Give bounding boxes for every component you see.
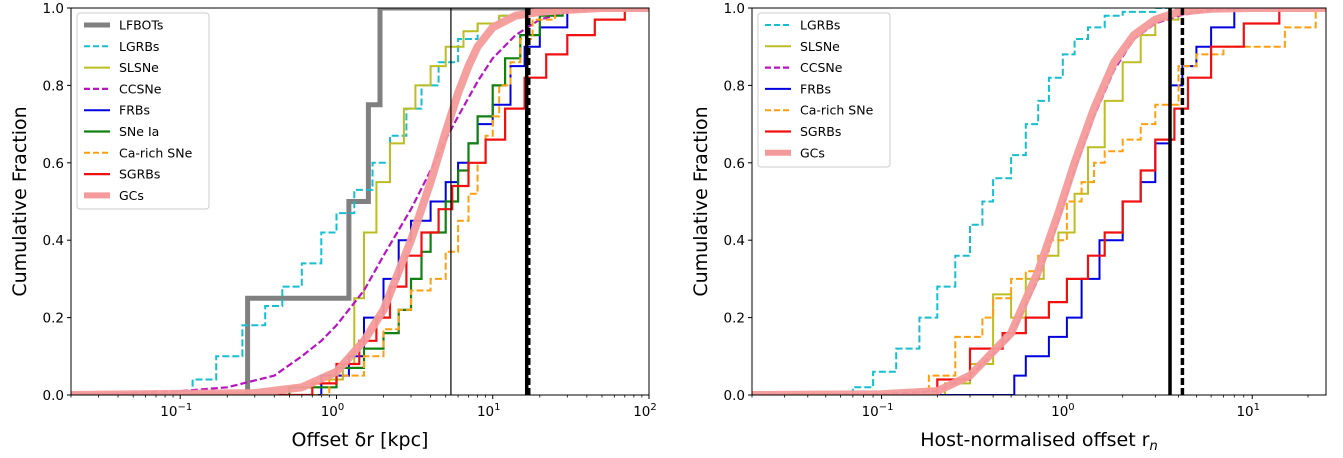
legend-label-slsne: SLSNe <box>119 60 159 75</box>
axes-frame <box>70 7 650 396</box>
series-sne-ia <box>71 8 649 395</box>
legend-label-ccsne: CCSNe <box>800 60 843 75</box>
plot-area <box>71 8 649 395</box>
plot-area <box>752 8 1326 395</box>
x-tick-label: 102 <box>633 402 657 420</box>
legend-label-gcs: GCs <box>119 188 144 203</box>
x-tick-label: 100 <box>321 402 345 420</box>
legend-box <box>76 12 210 210</box>
y-tick-label: 0.2 <box>724 311 745 327</box>
series-lgrbs <box>752 8 1326 395</box>
right-panel-host-normalised-offset: 0.0 0.2 0.4 0.6 0.8 1.0 10−1 100 101 Host-normali… <box>690 1 1327 454</box>
y-tick-label: 0.6 <box>724 156 745 172</box>
y-tick-label: 1.0 <box>43 1 64 17</box>
y-tick-label: 0.0 <box>724 388 745 404</box>
x-tick-label: 101 <box>477 402 501 420</box>
legend-label-ccsne: CCSNe <box>119 81 162 96</box>
y-tick-label: 0.8 <box>724 78 745 94</box>
legend-label-frbs: FRBs <box>119 103 150 118</box>
legend-label-gcs: GCs <box>800 145 825 160</box>
x-tick-label: 10−1 <box>862 402 894 420</box>
x-axis-label: Offset δr [kpc] <box>292 429 429 451</box>
legend-label-ca-rich-sne: Ca-rich SNe <box>119 145 193 160</box>
series-lfbots <box>71 8 649 395</box>
legend-label-slsne: SLSNe <box>800 39 840 54</box>
series-ca-rich-sne <box>752 8 1326 395</box>
x-axis-label: Host-normalised offset rn <box>920 429 1158 454</box>
y-axis-label: Cumulative Fraction <box>690 106 712 296</box>
legend-label-sgrbs: SGRBs <box>119 167 160 182</box>
left-panel-offset-kpc: 0.0 0.2 0.4 0.6 0.8 1.0 10−1 100 101 102 Offset δr… <box>9 1 657 451</box>
y-tick-label: 0.8 <box>43 78 64 94</box>
y-tick-label: 0.4 <box>724 233 745 249</box>
y-tick-label: 0.6 <box>43 156 64 172</box>
x-tick-label: 100 <box>1051 402 1075 420</box>
y-tick-label: 0.4 <box>43 233 64 249</box>
x-tick-label: 101 <box>1236 402 1260 420</box>
series-ccsne <box>71 8 649 395</box>
legend: LGRBs SLSNe CCSNe FRBs Ca-rich SNe SGRBs GCs <box>757 12 891 168</box>
legend-label-lfbots: LFBOTs <box>119 18 163 33</box>
legend-label-lgrbs: LGRBs <box>119 39 159 54</box>
y-tick-label: 1.0 <box>724 1 745 17</box>
legend-label-lgrbs: LGRBs <box>800 18 840 33</box>
series-gcs <box>752 8 1326 395</box>
x-tick-label: 10−1 <box>160 402 192 420</box>
legend-label-sgrbs: SGRBs <box>800 124 841 139</box>
legend-label-frbs: FRBs <box>800 81 831 96</box>
legend: LFBOTs LGRBs SLSNe CCSNe FRBs SNe Ia Ca-rich S… <box>76 12 210 210</box>
axes-frame <box>751 7 1327 396</box>
legend-label-ca-rich-sne: Ca-rich SNe <box>800 103 874 118</box>
y-tick-label: 0.0 <box>43 388 64 404</box>
series-ca-rich-sne <box>71 8 649 395</box>
y-tick-label: 0.2 <box>43 311 64 327</box>
series-gcs <box>71 8 649 395</box>
legend-box <box>757 12 891 168</box>
y-axis-label: Cumulative Fraction <box>9 106 31 296</box>
legend-label-sne-ia: SNe Ia <box>119 124 159 139</box>
